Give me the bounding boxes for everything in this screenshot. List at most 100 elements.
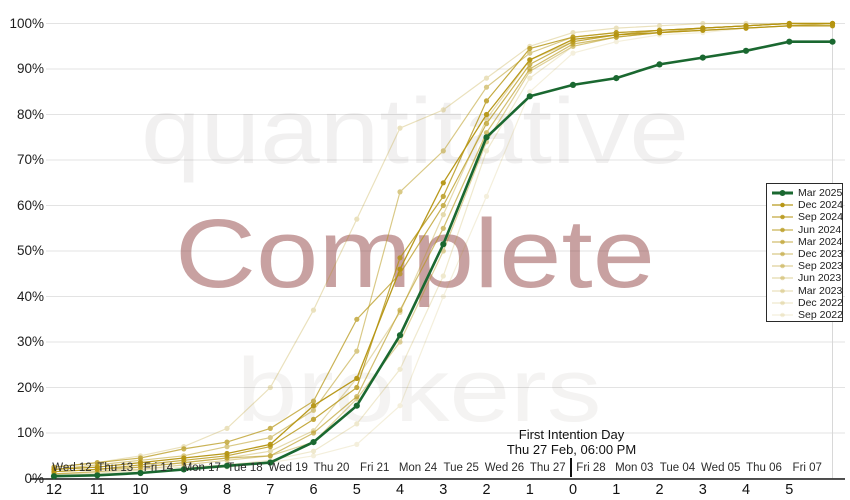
data-point: [570, 50, 576, 56]
legend-item-label: Mar 2023: [798, 284, 843, 297]
data-point: [181, 446, 187, 452]
data-point: [310, 307, 317, 313]
data-point: [310, 403, 317, 409]
x-axis-date-label: Fri 28: [576, 462, 606, 474]
x-axis-date-label: Wed 26: [484, 462, 525, 474]
data-point: [224, 439, 230, 445]
legend-item-sep-2024[interactable]: Sep 2024: [767, 211, 843, 223]
legend-item-label: Sep 2022: [798, 308, 843, 321]
legend-item-dec-2024[interactable]: Dec 2024: [767, 199, 843, 211]
data-point: [743, 25, 749, 31]
x-axis-date-label: Thu 20: [313, 462, 350, 474]
data-point: [440, 212, 446, 218]
legend-item-jun-2023[interactable]: Jun 2023: [767, 272, 842, 284]
legend-marker-icon: [772, 312, 793, 318]
data-point: [267, 459, 274, 466]
legend-marker-icon: [772, 263, 793, 269]
legend-item-mar-2025[interactable]: Mar 2025: [767, 187, 842, 199]
data-point: [267, 448, 273, 454]
x-axis-date-label: Thu 27: [529, 462, 566, 474]
y-axis-label-90%: 90%: [16, 61, 44, 76]
x-axis-date-label: Tue 04: [659, 462, 696, 474]
data-point: [483, 116, 490, 122]
data-point: [267, 441, 273, 447]
legend-item-mar-2023[interactable]: Mar 2023: [767, 285, 842, 297]
x-axis-day-number-label: 4: [395, 482, 405, 498]
x-axis-day-number-label: 3: [698, 482, 707, 498]
y-axis-label-10%: 10%: [16, 425, 44, 440]
legend-item-label: Dec 2022: [798, 296, 843, 309]
data-point: [224, 450, 230, 457]
data-point: [440, 202, 446, 209]
data-point: [310, 448, 317, 454]
data-point: [569, 81, 577, 88]
legend-item-jun-2024[interactable]: Jun 2024: [767, 224, 842, 236]
data-point: [51, 466, 57, 472]
y-axis-label-60%: 60%: [16, 197, 44, 213]
data-point: [354, 216, 360, 222]
legend-item-dec-2022[interactable]: Dec 2022: [767, 296, 843, 309]
y-axis-label-20%: 20%: [16, 379, 44, 395]
x-axis-day-number-label: 11: [89, 482, 105, 498]
legend-marker-icon: [772, 288, 793, 293]
x-axis-date-label: Mon 17: [182, 462, 221, 474]
data-point: [613, 39, 619, 45]
x-axis-date-label: Wed 12: [52, 462, 92, 474]
data-point: [483, 98, 490, 104]
series-mar-2025: [50, 38, 836, 480]
x-axis-date-label: Fri 21: [360, 462, 390, 474]
watermark-top: quantitative: [141, 79, 689, 183]
legend-item-label: Dec 2023: [798, 248, 843, 261]
data-point: [224, 425, 230, 431]
data-point: [50, 473, 58, 480]
legend-item-sep-2023[interactable]: Sep 2023: [767, 260, 843, 272]
legend-item-sep-2022[interactable]: Sep 2022: [767, 308, 843, 321]
data-point: [656, 23, 663, 29]
data-point: [527, 75, 533, 81]
legend-item-label: Mar 2024: [798, 235, 843, 248]
x-axis-day-number-label: 12: [45, 482, 63, 498]
x-axis-date-label: Fri 14: [143, 462, 174, 474]
data-point: [526, 93, 533, 100]
data-point: [267, 384, 273, 391]
x-axis-date-label: Fri 07: [792, 462, 822, 474]
data-point: [700, 20, 706, 27]
data-point: [527, 50, 533, 56]
data-point: [440, 107, 446, 113]
data-point: [440, 193, 446, 199]
data-point: [353, 402, 360, 409]
x-axis-day-number-label: 0: [568, 482, 578, 498]
y-axis-label-80%: 80%: [16, 106, 44, 122]
x-axis-day-number-label: 1: [612, 482, 621, 498]
legend-marker-icon: [772, 190, 793, 197]
data-point: [829, 38, 836, 45]
y-axis-label-30%: 30%: [16, 334, 44, 349]
data-point: [786, 23, 792, 29]
data-point: [137, 469, 144, 477]
watermark-bottom: brokers: [237, 341, 602, 441]
annotation-subtitle: Thu 27 Feb, 06:00 PM: [506, 441, 637, 457]
data-point: [440, 273, 446, 279]
data-point: [310, 453, 317, 459]
data-point: [354, 348, 360, 354]
data-point: [397, 307, 403, 313]
data-point: [181, 455, 187, 461]
data-point: [742, 47, 750, 54]
legend-item-label: Jun 2023: [798, 272, 842, 285]
annotation-title: First Intention Day: [518, 427, 625, 442]
data-point: [397, 403, 403, 409]
data-point: [397, 339, 403, 345]
data-point: [94, 472, 101, 479]
legend-marker-icon: [772, 215, 793, 220]
data-point: [397, 266, 403, 272]
data-point: [656, 29, 663, 36]
data-point: [656, 61, 663, 68]
data-point: [483, 193, 490, 199]
data-point: [397, 189, 403, 195]
legend-item-dec-2023[interactable]: Dec 2023: [767, 248, 843, 261]
data-point: [267, 435, 273, 441]
data-point: [613, 32, 619, 38]
data-point: [94, 464, 100, 470]
legend-item-mar-2024[interactable]: Mar 2024: [767, 236, 842, 248]
